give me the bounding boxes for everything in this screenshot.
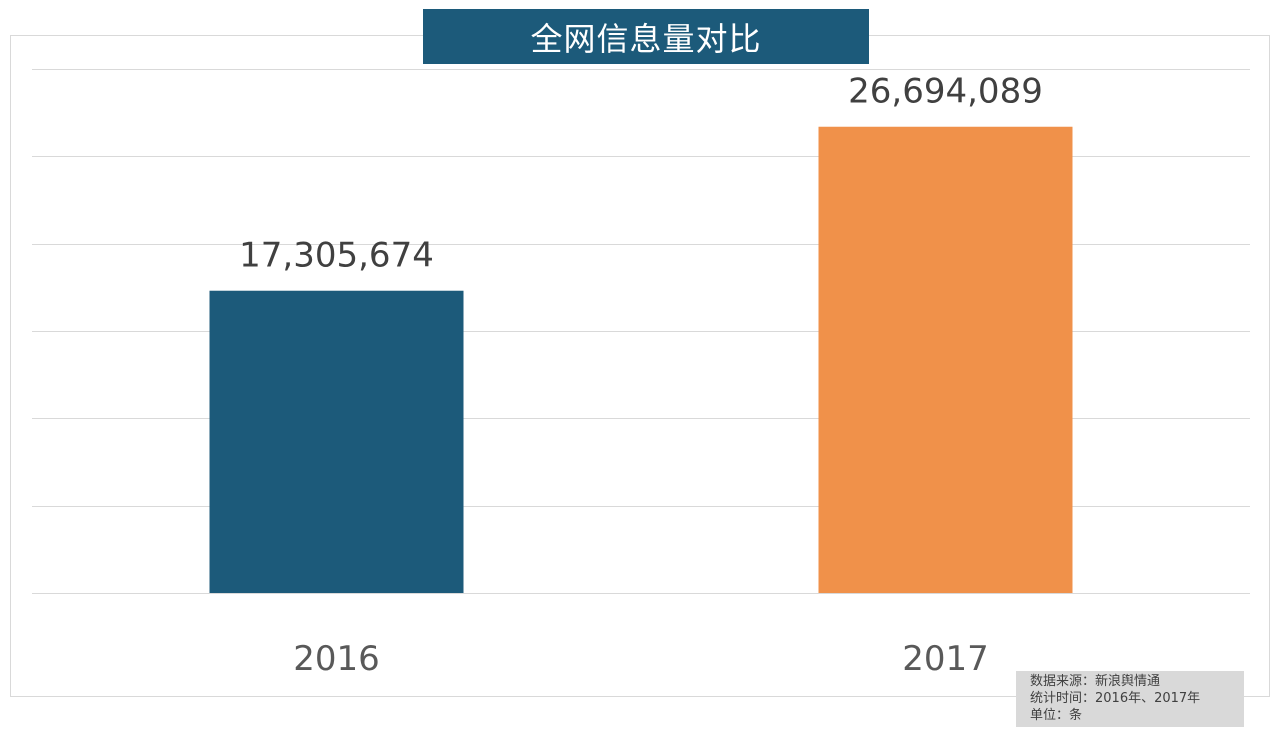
source-line: 数据来源：新浪舆情通: [1030, 674, 1161, 689]
bar-2016: [209, 290, 464, 593]
data-label: 26,694,089: [848, 72, 1043, 112]
x-tick-label: 2017: [902, 639, 989, 679]
chart-title: 全网信息量对比: [423, 9, 869, 64]
time-line: 统计时间：2016年、2017年: [1030, 691, 1201, 706]
x-tick-label: 2016: [293, 639, 380, 679]
bar-2017: [818, 126, 1073, 593]
source-note: 数据来源：新浪舆情通 统计时间：2016年、2017年 单位：条: [1016, 671, 1244, 727]
data-label: 17,305,674: [239, 236, 434, 276]
unit-line: 单位：条: [1030, 708, 1083, 723]
